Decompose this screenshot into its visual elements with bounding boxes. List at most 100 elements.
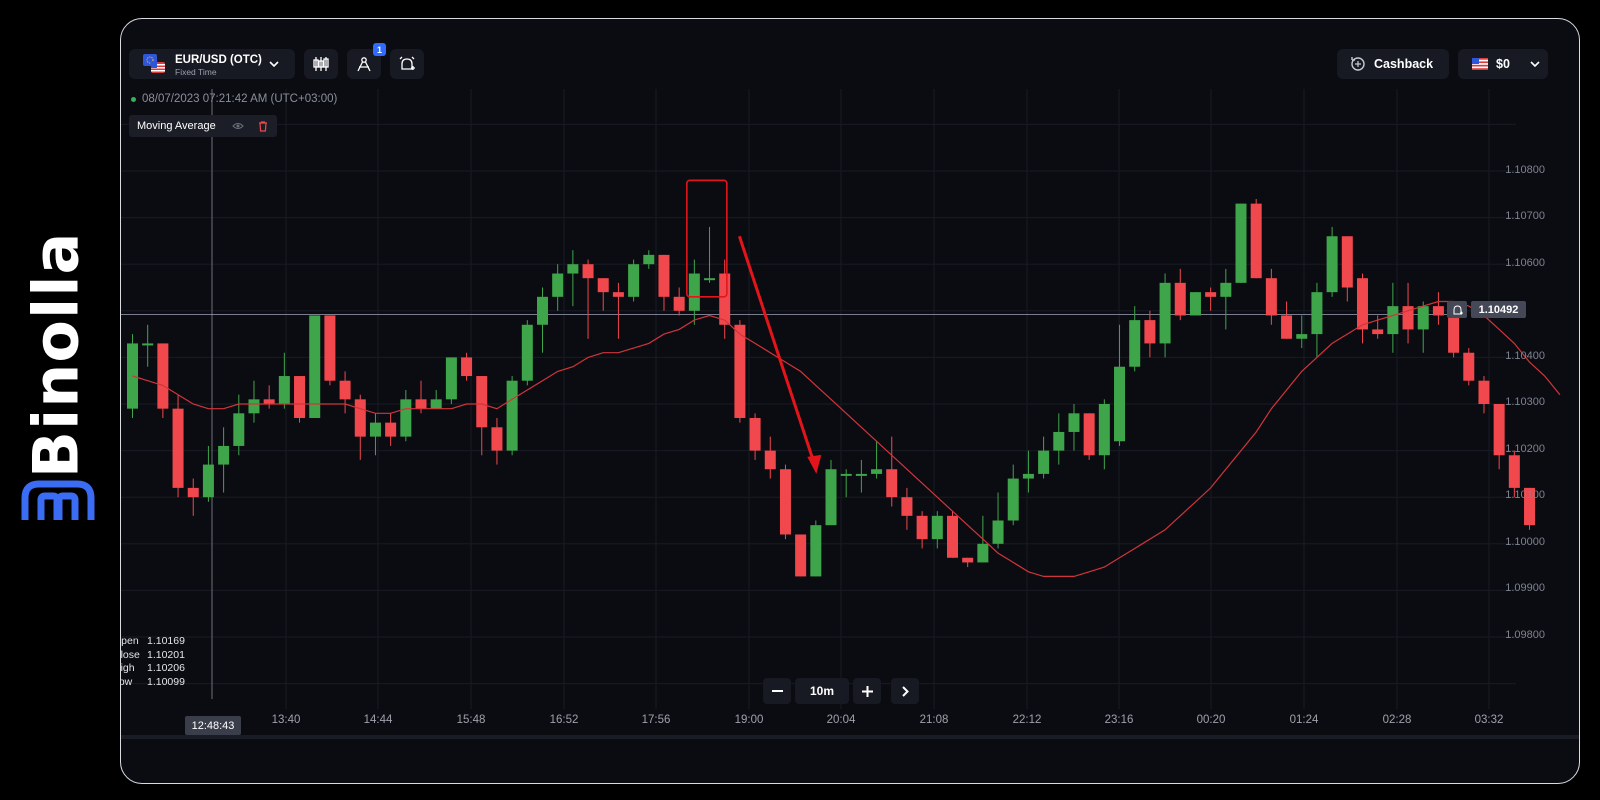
candle-body-down (582, 264, 594, 279)
candle-body-up (1235, 203, 1247, 283)
annotation-box (686, 179, 728, 298)
candle-body-down (658, 254, 670, 297)
candle-body-up (142, 343, 154, 346)
candle-body-down (1402, 306, 1414, 330)
candle-body-down (1281, 315, 1293, 339)
y-tick-label: 1.10300 (1505, 396, 1545, 408)
timeframe-value[interactable]: 10m (795, 678, 849, 704)
cashback-label: Cashback (1374, 57, 1434, 71)
x-tick-label: 01:24 (1289, 714, 1319, 726)
candle-body-up (825, 469, 837, 526)
candle-body-up (1417, 306, 1429, 330)
candle-body-up (400, 399, 412, 437)
candle-body-up (628, 264, 640, 297)
candle-body-down (962, 557, 974, 563)
x-tick-label: 21:08 (919, 714, 949, 726)
add-alert-button[interactable] (390, 49, 424, 79)
ohlc-label: Open (121, 635, 139, 647)
x-tick-label: 00:20 (1196, 714, 1226, 726)
candle-body-down (597, 278, 609, 293)
candle-body-up (1387, 306, 1399, 335)
candle-body-up (1068, 413, 1080, 432)
timeframe-controls: 10m (763, 678, 919, 704)
candle-body-up (1311, 292, 1323, 335)
drawing-tools-button[interactable]: 1 (347, 43, 386, 79)
alarm-add-icon (1453, 304, 1463, 314)
x-tick-label: 03:32 (1474, 714, 1504, 726)
candle-body-down (1250, 203, 1262, 279)
candle-body-down (1448, 315, 1460, 353)
eye-icon[interactable] (231, 122, 244, 130)
candle-body-up (248, 399, 260, 414)
candle-body-up (992, 520, 1004, 544)
bottom-scrollbar[interactable] (121, 735, 1579, 739)
y-tick-label: 1.10200 (1505, 443, 1545, 455)
candle-body-up (855, 473, 867, 476)
candle-body-up (1114, 366, 1126, 442)
candle-body-down (476, 376, 488, 428)
annotation-arrow-line (737, 235, 816, 465)
next-button[interactable] (891, 678, 919, 704)
x-tick-label: 15:48 (456, 714, 486, 726)
candle-body-up (688, 273, 700, 311)
ohlc-value: 1.10169 (147, 635, 185, 647)
chart-type-button[interactable] (304, 49, 338, 79)
x-tick-label: 17:56 (641, 714, 671, 726)
price-chart[interactable] (121, 19, 1580, 784)
drawings-count-badge: 1 (373, 43, 386, 56)
candle-body-up (1220, 282, 1232, 297)
x-tick-label: 22:12 (1012, 714, 1042, 726)
x-tick-label: 14:44 (363, 714, 393, 726)
x-tick-label: 23:16 (1104, 714, 1134, 726)
candle-body-up (1129, 320, 1141, 367)
candle-body-up (278, 376, 290, 404)
moving-average-line (132, 300, 1561, 577)
y-tick-label: 1.10100 (1505, 489, 1545, 501)
ohlc-label: Low (120, 675, 133, 688)
brand-sidebar: Binolla (0, 0, 110, 800)
candle-body-down (339, 380, 351, 400)
candle-body-up (1053, 431, 1065, 451)
candle-body-up (506, 380, 518, 451)
balance-value: $0 (1496, 57, 1510, 71)
account-balance-selector[interactable]: $0 (1458, 49, 1548, 79)
candle-body-up (977, 543, 989, 563)
candle-body-up (567, 264, 579, 274)
candle-body-down (1341, 236, 1353, 288)
candle-body-up (552, 273, 564, 297)
cashback-button[interactable]: Cashback (1337, 49, 1449, 79)
price-alert-button[interactable] (1447, 301, 1467, 318)
candle-body-up (931, 515, 943, 540)
zoom-out-button[interactable] (763, 678, 791, 704)
indicator-chip[interactable]: Moving Average (129, 115, 277, 137)
asset-name: EUR/USD (OTC) (175, 54, 262, 66)
candle-body-up (309, 315, 321, 418)
candle-body-down (324, 315, 336, 381)
timestamp-text: 08/07/2023 07:21:42 AM (UTC+03:00) (142, 93, 338, 105)
cashback-icon (1351, 57, 1365, 71)
candle-body-up (643, 254, 655, 265)
drawing-tool-icon (357, 57, 371, 72)
chevron-right-icon (901, 685, 909, 697)
asset-selector[interactable]: EUR/USD (OTC) Fixed Time (129, 49, 295, 79)
plus-icon (861, 685, 873, 697)
candle-body-up (840, 473, 852, 476)
candle-body-up (810, 525, 822, 577)
trash-icon[interactable] (258, 120, 268, 132)
candle-body-down (1463, 352, 1475, 381)
candle-body-up (1098, 404, 1110, 456)
ohlc-value: 1.10201 (147, 648, 185, 661)
candle-body-down (1478, 380, 1490, 404)
candle-body-up (1022, 473, 1034, 479)
candle-body-down (294, 376, 306, 418)
y-tick-label: 1.10600 (1505, 257, 1545, 269)
candle-body-up (369, 422, 381, 437)
candle-body-up (202, 464, 214, 498)
zoom-in-button[interactable] (853, 678, 881, 704)
candle-body-down (795, 534, 807, 577)
candle-body-down (187, 487, 199, 498)
candle-body-up (1189, 292, 1201, 316)
candle-body-down (172, 408, 184, 488)
candlestick-chart-icon (313, 57, 329, 71)
ohlc-readout: Open 1.10169 Close 1.10201 High 1.10206 Low… (120, 635, 185, 689)
